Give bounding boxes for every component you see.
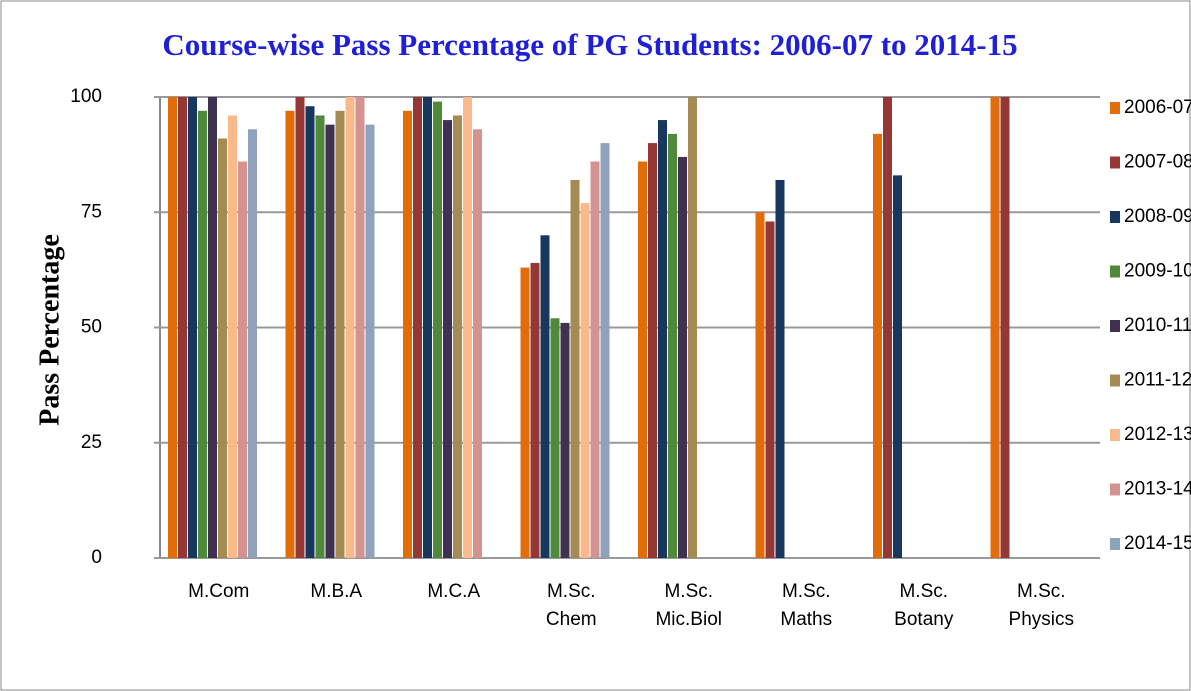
bar xyxy=(453,115,462,558)
bar xyxy=(883,97,892,558)
bar xyxy=(423,97,432,558)
bar xyxy=(990,97,1000,558)
bar xyxy=(520,267,530,558)
bar xyxy=(678,156,687,558)
bar xyxy=(208,97,217,558)
legend-label: 2011-12 xyxy=(1124,370,1191,391)
bar xyxy=(365,124,375,558)
bar xyxy=(668,133,677,558)
legend-swatch xyxy=(1110,538,1120,550)
x-tick-label: M.Sc. Botany xyxy=(894,581,954,630)
x-tick-label: M.Sc. Mic.Biol xyxy=(655,581,722,630)
x-tick-label: M.Sc. Maths xyxy=(780,581,833,630)
bar xyxy=(873,133,882,558)
bar xyxy=(570,179,580,559)
x-tick-label: M.Com xyxy=(188,581,250,602)
legend-label: 2012-13 xyxy=(1124,424,1191,445)
bar xyxy=(473,129,482,558)
legend-swatch xyxy=(1110,156,1120,169)
legend-label: 2009-10 xyxy=(1124,261,1191,282)
legend-label: 2010-11 xyxy=(1124,315,1191,336)
bar xyxy=(893,175,902,558)
x-tick-label: M.C.A xyxy=(427,581,481,602)
legend-swatch xyxy=(1110,483,1120,496)
bar xyxy=(285,110,295,558)
legend-swatch xyxy=(1110,211,1120,223)
x-tick-label: M.B.A xyxy=(310,581,363,602)
bar xyxy=(443,120,452,559)
y-axis-label: Pass Percentage xyxy=(34,234,65,426)
bar xyxy=(765,221,775,558)
bar xyxy=(325,124,335,558)
bar xyxy=(218,138,227,559)
legend-label: 2014-15 xyxy=(1124,533,1191,554)
legend-label: 2006-07 xyxy=(1124,97,1191,118)
legend-label: 2013-14 xyxy=(1124,479,1191,500)
legend-swatch xyxy=(1110,374,1120,387)
y-tick-label: 75 xyxy=(81,201,102,222)
bar xyxy=(688,97,697,558)
x-tick-label: M.Sc. Physics xyxy=(1008,581,1074,630)
bar xyxy=(550,318,560,558)
legend-swatch xyxy=(1110,320,1120,332)
bar xyxy=(600,143,610,558)
bar xyxy=(648,143,657,558)
bar xyxy=(433,101,442,559)
bar xyxy=(1000,97,1010,558)
bar xyxy=(345,97,355,558)
bar xyxy=(335,110,345,558)
bar xyxy=(188,97,197,558)
y-tick-label: 50 xyxy=(81,317,102,338)
bar xyxy=(530,262,540,558)
bar xyxy=(305,106,315,558)
legend-swatch xyxy=(1110,265,1120,278)
bar xyxy=(658,120,667,559)
bar xyxy=(228,115,237,558)
bar xyxy=(355,97,365,558)
legend-label: 2007-08 xyxy=(1124,152,1191,173)
bar xyxy=(775,179,785,559)
bar xyxy=(248,129,257,558)
y-tick-label: 25 xyxy=(81,432,102,453)
bar xyxy=(590,161,600,559)
y-tick-label: 0 xyxy=(91,547,102,568)
chart-title: Course-wise Pass Percentage of PG Studen… xyxy=(162,27,1017,62)
bar xyxy=(315,115,325,558)
bar xyxy=(580,203,590,558)
legend-swatch xyxy=(1110,429,1120,441)
bar xyxy=(238,161,247,559)
bar xyxy=(403,110,412,558)
x-tick-label: M.Sc. Chem xyxy=(545,581,597,630)
bar xyxy=(560,322,570,558)
bar xyxy=(540,235,550,559)
y-tick-label: 100 xyxy=(70,86,102,107)
bar xyxy=(198,110,207,558)
bar xyxy=(755,212,765,558)
legend-label: 2008-09 xyxy=(1124,206,1191,227)
bar xyxy=(295,97,305,558)
bar xyxy=(638,161,647,559)
bar xyxy=(178,97,187,558)
bar xyxy=(463,97,472,558)
bar xyxy=(413,97,422,558)
bar xyxy=(168,97,177,558)
legend-swatch xyxy=(1110,102,1120,114)
